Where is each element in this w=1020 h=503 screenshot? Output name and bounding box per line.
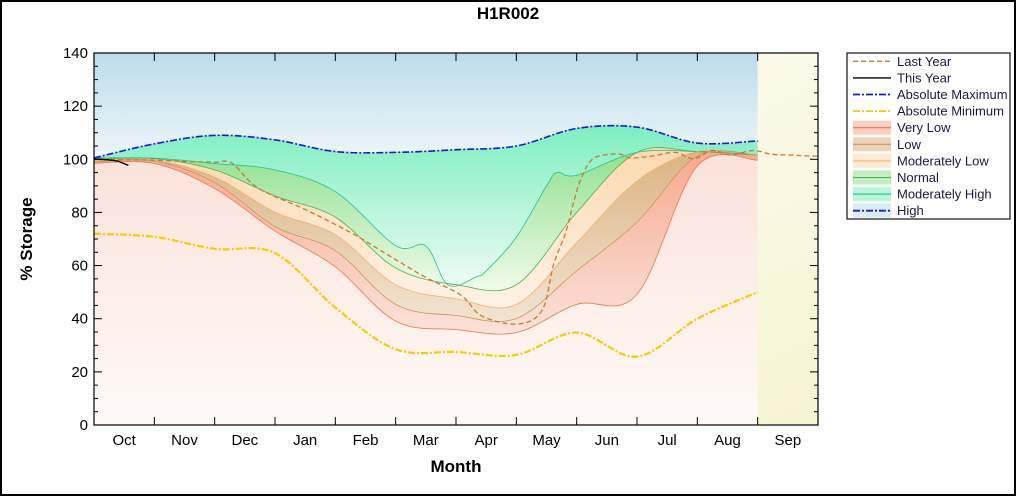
svg-text:Apr: Apr	[474, 432, 497, 449]
svg-text:Mar: Mar	[413, 432, 439, 449]
svg-text:Jul: Jul	[658, 432, 677, 449]
svg-text:Normal: Normal	[897, 170, 939, 185]
svg-text:20: 20	[71, 364, 88, 381]
svg-text:Absolute Maximum: Absolute Maximum	[897, 87, 1008, 102]
svg-text:Feb: Feb	[353, 432, 379, 449]
svg-text:40: 40	[71, 311, 88, 328]
svg-text:Month: Month	[431, 457, 482, 476]
svg-text:60: 60	[71, 258, 88, 275]
svg-text:Very Low: Very Low	[897, 120, 951, 135]
svg-text:This Year: This Year	[897, 70, 952, 85]
svg-text:Nov: Nov	[171, 432, 198, 449]
svg-text:Jan: Jan	[293, 432, 317, 449]
svg-text:120: 120	[63, 98, 88, 115]
svg-text:Moderately High: Moderately High	[897, 187, 992, 202]
svg-text:100: 100	[63, 151, 88, 168]
svg-text:0: 0	[80, 417, 88, 434]
svg-text:140: 140	[63, 45, 88, 62]
svg-text:% Storage: % Storage	[17, 197, 36, 280]
svg-text:Low: Low	[897, 137, 921, 152]
svg-text:Moderately Low: Moderately Low	[897, 153, 989, 168]
svg-text:Last Year: Last Year	[897, 54, 952, 69]
svg-text:Dec: Dec	[231, 432, 258, 449]
svg-text:May: May	[532, 432, 561, 449]
svg-text:Oct: Oct	[112, 432, 136, 449]
svg-text:Sep: Sep	[774, 432, 801, 449]
svg-text:Absolute Minimum: Absolute Minimum	[897, 104, 1004, 119]
svg-text:Jun: Jun	[595, 432, 619, 449]
svg-text:High: High	[897, 203, 924, 218]
svg-text:Aug: Aug	[714, 432, 741, 449]
svg-text:80: 80	[71, 204, 88, 221]
